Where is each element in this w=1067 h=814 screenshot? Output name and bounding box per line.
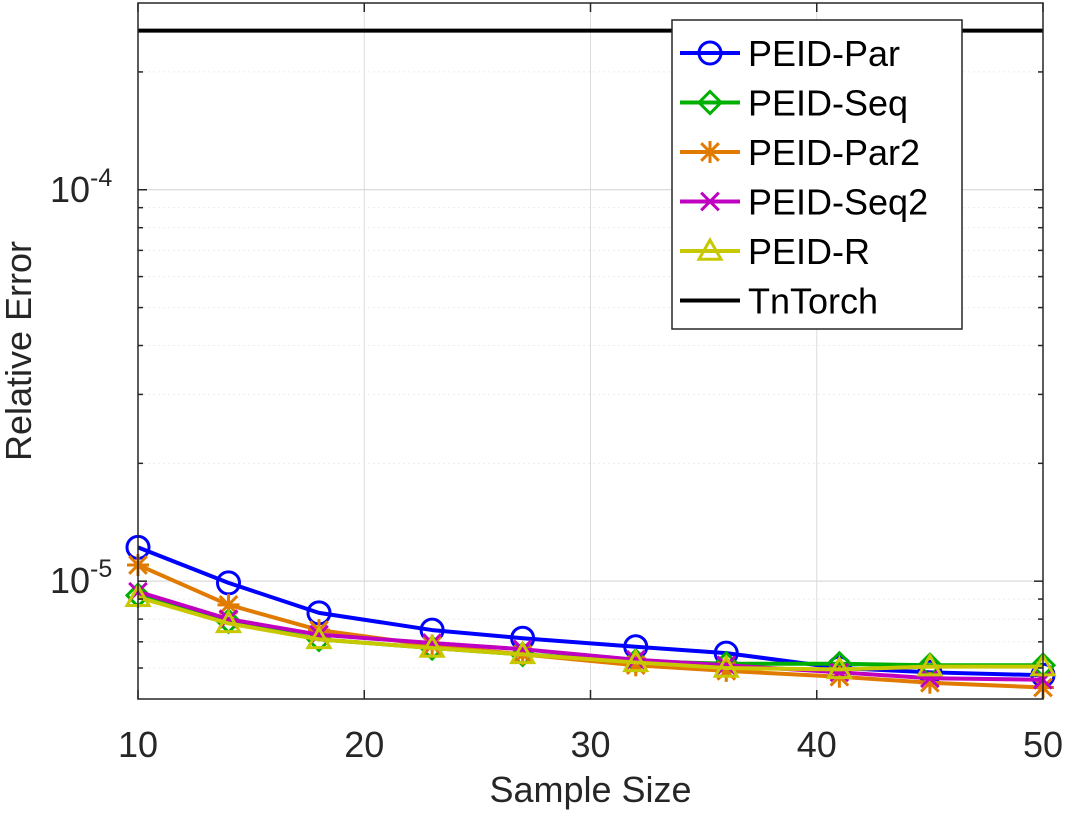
x-tick-label: 50 (1023, 724, 1063, 765)
legend-entry-tntorch: TnTorch (680, 281, 878, 322)
data-point-peid-seq2 (920, 668, 940, 689)
legend-label-peid-r: PEID-R (748, 231, 870, 272)
legend-entry-peid-seq2: PEID-Seq2 (680, 182, 928, 223)
data-point-peid-r (305, 625, 333, 650)
legend-marker-peid-seq (696, 89, 724, 116)
x-axis-label: Sample Size (489, 769, 691, 810)
data-point-peid-r (825, 655, 853, 680)
legend-entry-peid-seq: PEID-Seq (680, 83, 908, 124)
legend-label-tntorch: TnTorch (748, 281, 878, 322)
series-line-peid-par (137, 545, 1044, 678)
data-point-peid-par2 (715, 659, 738, 682)
y-tick-label: 10-4 (50, 164, 112, 210)
legend-entry-peid-par: PEID-Par (680, 33, 900, 74)
data-point-peid-r (418, 633, 446, 658)
legend-label-peid-par: PEID-Par (748, 33, 900, 74)
data-point-peid-seq2 (625, 649, 646, 670)
data-point-peid-par2 (624, 654, 647, 677)
legend-box (671, 19, 963, 330)
data-point-peid-par2 (217, 593, 240, 616)
data-point-peid-r (712, 653, 740, 678)
data-point-peid-seq2 (716, 655, 737, 676)
x-tick-label: 10 (118, 724, 158, 765)
data-point-peid-r (214, 609, 243, 634)
x-tick-label: 30 (570, 724, 610, 765)
x-tick-label: 20 (344, 724, 384, 765)
legend-marker-peid-seq2 (700, 191, 720, 212)
legend-label-peid-seq2: PEID-Seq2 (748, 182, 928, 223)
legend-marker-peid-par (697, 40, 723, 66)
y-axis-label: Relative Error (0, 241, 39, 461)
series-line-peid-r (137, 595, 1043, 672)
legend-entry-peid-r: PEID-R (680, 231, 870, 272)
series-peid-r (124, 583, 1057, 680)
data-point-peid-par2 (421, 634, 444, 657)
legend-label-peid-par2: PEID-Par2 (748, 132, 920, 173)
data-point-peid-r (509, 640, 537, 665)
legend-entry-peid-par2: PEID-Par2 (680, 132, 920, 173)
legend: PEID-Par PEID-Seq PEID-Par2 PEID-Seq2 PEID-R… (671, 19, 963, 330)
series-line-peid-seq2 (137, 589, 1044, 682)
legend-marker-peid-par2 (699, 141, 721, 163)
axis-ticks: 10 20 30 40 50 10-5 10-4 (50, 3, 1063, 765)
y-tick-label: 10-5 (50, 555, 112, 601)
legend-label-peid-seq: PEID-Seq (748, 83, 908, 124)
legend-marker-peid-r (696, 236, 724, 261)
data-point-peid-par2 (918, 671, 941, 694)
x-tick-label: 40 (797, 724, 837, 765)
data-point-peid-r (622, 648, 650, 673)
data-point-peid-r (916, 652, 944, 677)
series-peid-seq2 (128, 581, 1053, 690)
